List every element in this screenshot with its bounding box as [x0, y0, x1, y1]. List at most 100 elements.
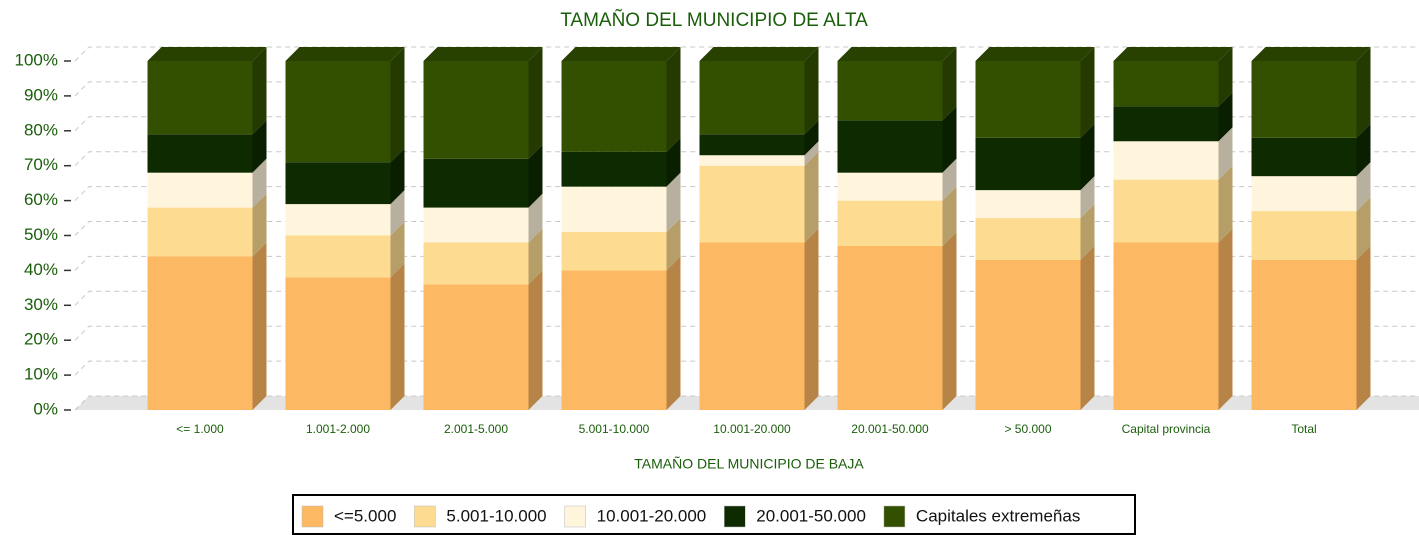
bar-side	[666, 218, 681, 271]
y-tick-label: 80%	[24, 120, 58, 139]
bar-side	[390, 47, 405, 163]
bar-side	[1218, 165, 1233, 243]
bar-segment	[975, 137, 1081, 191]
bar-side	[390, 263, 405, 410]
grid-line	[74, 151, 1419, 167]
grid-line	[74, 186, 1419, 201]
bar-side	[1356, 245, 1371, 410]
legend-label: 20.001-50.000	[756, 506, 866, 525]
bar-segment	[423, 158, 529, 208]
y-tick-label: 20%	[24, 330, 58, 349]
legend-label: 10.001-20.000	[597, 506, 707, 525]
bar-segment	[285, 277, 391, 410]
bar-side	[528, 270, 543, 410]
bar-side	[1356, 162, 1371, 212]
bar-segment	[1113, 61, 1219, 107]
x-tick-label: 1.001-2.000	[306, 422, 370, 436]
bar-segment	[285, 235, 391, 278]
x-tick-label: Capital provincia	[1122, 422, 1211, 436]
y-tick-label: 70%	[24, 155, 58, 174]
bar-segment	[975, 259, 1081, 410]
y-tick-label: 90%	[24, 85, 58, 104]
bar-side	[252, 158, 267, 208]
legend-swatch	[414, 505, 436, 528]
bar-segment	[837, 200, 943, 246]
bar-segment	[837, 245, 943, 410]
y-tick-label: 40%	[24, 260, 58, 279]
bar-side	[804, 47, 819, 135]
chart-title: TAMAÑO DEL MUNICIPIO DE ALTA	[560, 9, 868, 31]
bar-segment	[975, 218, 1081, 260]
bar-side	[252, 47, 267, 135]
bar-side	[942, 106, 957, 173]
bar-segment	[147, 61, 253, 135]
bar-segment	[147, 256, 253, 410]
bar-side	[1080, 204, 1095, 260]
bar-segment	[285, 61, 391, 163]
bar-segment	[1251, 211, 1357, 260]
bar-segment	[1251, 61, 1357, 138]
bar-segment	[975, 61, 1081, 138]
x-axis-title: TAMAÑO DEL MUNICIPIO DE BAJA	[634, 456, 864, 472]
legend-label: 5.001-10.000	[446, 506, 546, 525]
bar-side	[804, 228, 819, 410]
bar-top	[147, 47, 267, 61]
bar-side	[528, 144, 543, 208]
bar-top	[1113, 47, 1233, 61]
y-tick-label: 10%	[24, 365, 58, 384]
x-tick-label: > 50.000	[1004, 422, 1051, 436]
bar-side	[942, 231, 957, 410]
bar-segment	[147, 134, 253, 173]
bar-segment	[699, 61, 805, 135]
grid-line	[74, 81, 1419, 97]
bar-side	[1356, 47, 1371, 138]
bar-side	[1080, 245, 1095, 410]
grid-line	[74, 46, 1419, 62]
grid-line	[74, 221, 1419, 236]
bar-side	[528, 228, 543, 285]
bar-side	[252, 120, 267, 173]
bar-segment	[423, 284, 529, 410]
bar-segment	[699, 165, 805, 243]
bar-side	[1218, 92, 1233, 142]
bar-side	[666, 256, 681, 410]
bar-side	[666, 47, 681, 152]
x-tick-label: 10.001-20.000	[713, 422, 791, 436]
bar-side	[1080, 123, 1095, 191]
bar-segment	[1113, 141, 1219, 180]
bar-top	[423, 47, 543, 61]
bar-side	[804, 141, 819, 166]
bar-segment	[1251, 176, 1357, 212]
bar-side	[528, 47, 543, 159]
bar-side	[252, 193, 267, 257]
x-tick-label: 20.001-50.000	[851, 422, 929, 436]
bar-segment	[561, 186, 667, 233]
bar-segment	[285, 204, 391, 236]
legend-swatch	[564, 505, 586, 528]
bar-segment	[1251, 259, 1357, 410]
bar-segment	[1113, 179, 1219, 243]
y-tick-label: 60%	[24, 190, 58, 209]
y-tick-label: 0%	[33, 399, 58, 418]
bar-side	[528, 193, 543, 243]
bar-segment	[837, 120, 943, 173]
bar-side	[942, 158, 957, 201]
bar-segment	[699, 134, 805, 156]
legend-label: Capitales extremeñas	[916, 506, 1080, 525]
bar-segment	[285, 162, 391, 205]
bar-side	[1218, 127, 1233, 180]
bar-side	[1356, 197, 1371, 260]
bar-segment	[423, 207, 529, 243]
bar-side	[666, 137, 681, 187]
y-tick-label: 100%	[15, 50, 58, 69]
bar-side	[390, 221, 405, 278]
bar-side	[1080, 47, 1095, 138]
grid-line	[74, 360, 1419, 376]
y-tick-label: 30%	[24, 295, 58, 314]
bar-segment	[1251, 137, 1357, 177]
bar-top	[561, 47, 681, 61]
bar-top	[837, 47, 957, 61]
legend-swatch	[301, 505, 324, 528]
x-tick-label: <= 1.000	[176, 422, 224, 436]
bar-segment	[561, 270, 667, 410]
